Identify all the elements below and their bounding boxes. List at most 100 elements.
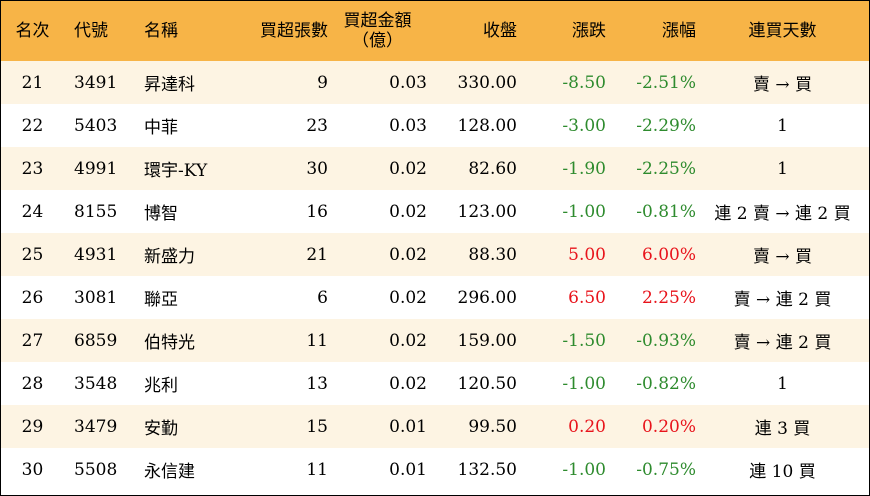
rank-cell: 28 xyxy=(1,362,64,405)
name-cell: 中菲 xyxy=(144,104,236,147)
code-cell: 5403 xyxy=(64,104,144,147)
code-cell: 3548 xyxy=(64,362,144,405)
pct-cell: 0.20% xyxy=(606,405,696,448)
change-cell: -3.00 xyxy=(517,104,606,147)
change-cell: 6.50 xyxy=(517,276,606,319)
header-change: 漲跌 xyxy=(517,1,606,61)
close-cell: 82.60 xyxy=(427,147,517,190)
close-cell: 159.00 xyxy=(427,319,517,362)
header-close: 收盤 xyxy=(427,1,517,61)
change-cell: 0.20 xyxy=(517,405,606,448)
close-cell: 132.50 xyxy=(427,448,517,491)
name-cell: 昇達科 xyxy=(144,61,236,104)
name-cell: 安勤 xyxy=(144,405,236,448)
rank-cell: 22 xyxy=(1,104,64,147)
pct-cell: -0.93% xyxy=(606,319,696,362)
volume-cell: 11 xyxy=(236,319,328,362)
table-row: 28 3548 兆利 13 0.02 120.50 -1.00 -0.82% 1 xyxy=(1,362,869,405)
change-cell: -1.00 xyxy=(517,190,606,233)
amount-cell: 0.02 xyxy=(328,276,427,319)
volume-cell: 21 xyxy=(236,233,328,276)
days-cell: 1 xyxy=(696,147,869,190)
amount-cell: 0.03 xyxy=(328,61,427,104)
close-cell: 128.00 xyxy=(427,104,517,147)
volume-cell: 11 xyxy=(236,448,328,491)
header-volume: 買超張數 xyxy=(236,1,328,61)
amount-cell: 0.02 xyxy=(328,233,427,276)
change-cell: -1.00 xyxy=(517,362,606,405)
days-cell: 1 xyxy=(696,104,869,147)
code-cell: 6859 xyxy=(64,319,144,362)
code-cell: 3479 xyxy=(64,405,144,448)
change-cell: -1.50 xyxy=(517,319,606,362)
table-row: 26 3081 聯亞 6 0.02 296.00 6.50 2.25% 賣 → 連 2 買 xyxy=(1,276,869,319)
volume-cell: 23 xyxy=(236,104,328,147)
days-cell: 連 2 賣 → 連 2 買 xyxy=(696,190,869,233)
close-cell: 120.50 xyxy=(427,362,517,405)
table-row: 21 3491 昇達科 9 0.03 330.00 -8.50 -2.51% 賣 → 買 xyxy=(1,61,869,104)
change-cell: -1.90 xyxy=(517,147,606,190)
header-name: 名稱 xyxy=(144,1,236,61)
header-rank: 名次 xyxy=(1,1,64,61)
close-cell: 330.00 xyxy=(427,61,517,104)
days-cell: 1 xyxy=(696,362,869,405)
code-cell: 8155 xyxy=(64,190,144,233)
table-row: 25 4931 新盛力 21 0.02 88.30 5.00 6.00% 賣 → 買 xyxy=(1,233,869,276)
amount-cell: 0.01 xyxy=(328,405,427,448)
days-cell: 賣 → 連 2 買 xyxy=(696,276,869,319)
pct-cell: -0.75% xyxy=(606,448,696,491)
name-cell: 環宇-KY xyxy=(144,147,236,190)
volume-cell: 15 xyxy=(236,405,328,448)
rank-cell: 26 xyxy=(1,276,64,319)
rank-cell: 23 xyxy=(1,147,64,190)
header-pct: 漲幅 xyxy=(606,1,696,61)
volume-cell: 6 xyxy=(236,276,328,319)
amount-cell: 0.01 xyxy=(328,448,427,491)
code-cell: 4931 xyxy=(64,233,144,276)
table-row: 23 4991 環宇-KY 30 0.02 82.60 -1.90 -2.25% 1 xyxy=(1,147,869,190)
volume-cell: 16 xyxy=(236,190,328,233)
days-cell: 連 10 買 xyxy=(696,448,869,491)
header-amount-line2: （億） xyxy=(352,31,403,51)
code-cell: 5508 xyxy=(64,448,144,491)
name-cell: 永信建 xyxy=(144,448,236,491)
header-days: 連買天數 xyxy=(696,1,869,61)
table-row: 22 5403 中菲 23 0.03 128.00 -3.00 -2.29% 1 xyxy=(1,104,869,147)
header-amount: 買超金額 （億） xyxy=(328,1,427,61)
rank-cell: 25 xyxy=(1,233,64,276)
change-cell: -8.50 xyxy=(517,61,606,104)
header-amount-line1: 買超金額 xyxy=(343,11,412,31)
rank-cell: 24 xyxy=(1,190,64,233)
name-cell: 聯亞 xyxy=(144,276,236,319)
code-cell: 4991 xyxy=(64,147,144,190)
close-cell: 296.00 xyxy=(427,276,517,319)
code-cell: 3081 xyxy=(64,276,144,319)
amount-cell: 0.03 xyxy=(328,104,427,147)
name-cell: 博智 xyxy=(144,190,236,233)
amount-cell: 0.02 xyxy=(328,319,427,362)
code-cell: 3491 xyxy=(64,61,144,104)
name-cell: 新盛力 xyxy=(144,233,236,276)
header-code: 代號 xyxy=(64,1,144,61)
table-row: 27 6859 伯特光 11 0.02 159.00 -1.50 -0.93% 賣 → 連 2 … xyxy=(1,319,869,362)
change-cell: -1.00 xyxy=(517,448,606,491)
volume-cell: 30 xyxy=(236,147,328,190)
amount-cell: 0.02 xyxy=(328,190,427,233)
close-cell: 99.50 xyxy=(427,405,517,448)
rank-cell: 27 xyxy=(1,319,64,362)
close-cell: 88.30 xyxy=(427,233,517,276)
rank-cell: 21 xyxy=(1,61,64,104)
pct-cell: -0.82% xyxy=(606,362,696,405)
volume-cell: 13 xyxy=(236,362,328,405)
table-body: 21 3491 昇達科 9 0.03 330.00 -8.50 -2.51% 賣 → 買 22 54… xyxy=(1,61,869,491)
change-cell: 5.00 xyxy=(517,233,606,276)
days-cell: 連 3 買 xyxy=(696,405,869,448)
days-cell: 賣 → 連 2 買 xyxy=(696,319,869,362)
days-cell: 賣 → 買 xyxy=(696,233,869,276)
table-row: 30 5508 永信建 11 0.01 132.50 -1.00 -0.75% 連 10 買 xyxy=(1,448,869,491)
close-cell: 123.00 xyxy=(427,190,517,233)
table-row: 24 8155 博智 16 0.02 123.00 -1.00 -0.81% 連 2 賣 → 連… xyxy=(1,190,869,233)
pct-cell: -0.81% xyxy=(606,190,696,233)
